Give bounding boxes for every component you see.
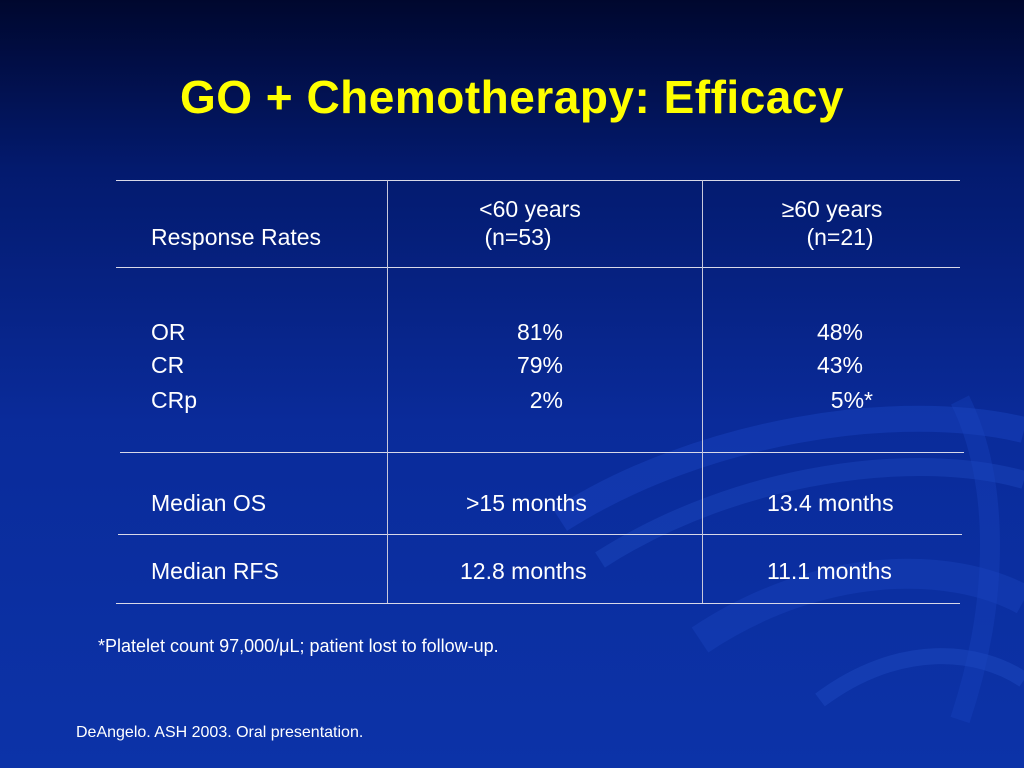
cell-crp-col2: 5%* [830,387,873,413]
footnote: *Platelet count 97,000/μL; patient lost … [98,636,499,656]
cell-rfs-col2: 11.1 months [767,558,892,584]
column-divider-2 [702,180,703,603]
row-label-median-rfs: Median RFS [151,558,279,584]
cell-rfs-col1: 12.8 months [460,558,587,584]
column-divider-1 [387,180,388,603]
row-label-crp: CRp [151,387,198,413]
cell-crp-col1: 2% [529,387,563,413]
cell-os-col2: 13.4 months [767,490,894,516]
cell-cr-col2: 43% [816,352,863,378]
row-label-or: OR [151,319,186,345]
header-col1-age: <60 years [479,196,581,222]
row-label-cr: CR [151,352,185,378]
cell-or-col1: 81% [516,319,563,345]
header-col1-n: (n=53) [484,224,552,250]
header-row-label: Response Rates [151,224,322,250]
header-col2-n: (n=21) [806,224,874,250]
responses-bottom-rule [120,452,964,453]
table-bottom-rule [116,603,960,604]
header-bottom-rule [116,267,960,268]
os-bottom-rule [118,534,962,535]
table-top-rule [116,180,960,181]
cell-cr-col1: 79% [516,352,563,378]
cell-os-col1: >15 months [466,490,587,516]
source-citation: DeAngelo. ASH 2003. Oral presentation. [76,724,364,741]
slide-title: GO + Chemotherapy: Efficacy [179,71,845,123]
header-col2-age: ≥60 years [781,196,883,222]
cell-or-col2: 48% [816,319,863,345]
row-label-median-os: Median OS [151,490,267,516]
